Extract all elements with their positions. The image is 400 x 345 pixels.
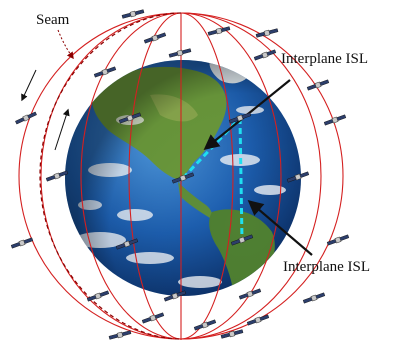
seam-orbit [39,12,182,340]
satellite-icon [45,169,69,183]
satellite-icon [238,287,262,301]
satellite-icon [246,313,270,327]
satellite-icon [93,65,117,79]
seam-label: Seam [36,12,70,28]
satellite-icon [302,291,326,305]
satellite-icon [14,110,38,126]
isl-pointer-arrow-bottom [247,199,313,256]
satellite-icon [168,47,192,59]
satellite-icon [108,329,132,341]
satellite-icon [86,289,110,303]
seam-pointer-arrow [57,29,74,60]
intraplane-isl-link [238,117,244,241]
interplane-isl-label-top: Interplane ISL [281,51,369,67]
interplane-isl-label-bottom: Interplane ISL [283,259,371,275]
direction-arrow-up [54,108,70,151]
satellite-icon [253,48,277,62]
satellite-icon [10,236,34,250]
direction-arrow-down [21,69,37,102]
